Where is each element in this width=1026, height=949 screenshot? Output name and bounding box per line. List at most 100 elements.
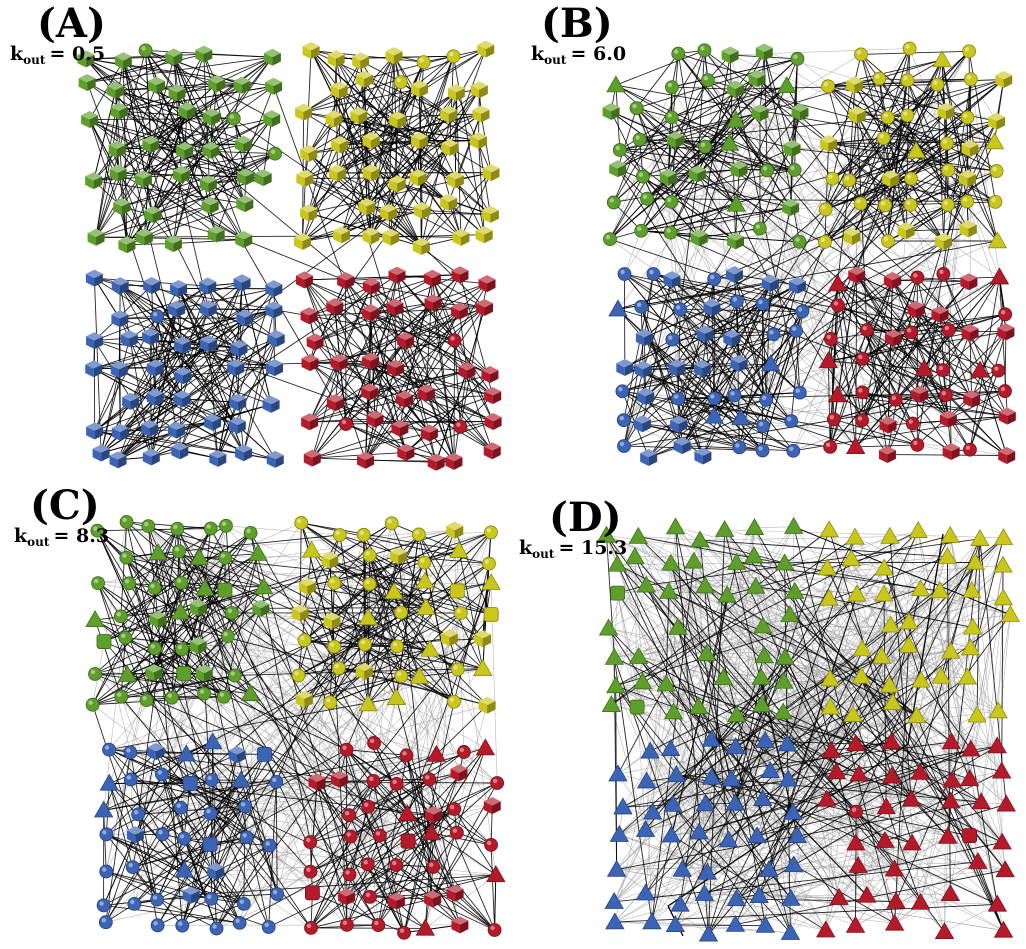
edge (334, 531, 492, 584)
edge (829, 678, 1003, 843)
#c9c71b-node-triangle (851, 666, 872, 684)
#5e9e2a-node-cube (207, 225, 225, 243)
edge (892, 279, 969, 283)
edge (371, 140, 450, 148)
edge (681, 330, 797, 446)
edge (106, 833, 245, 905)
#5e9e2a-node-circle (88, 667, 102, 681)
edge (881, 565, 1004, 657)
edge (235, 367, 245, 453)
#c9c71b-node-triangle (906, 141, 926, 159)
edge (891, 535, 951, 777)
#3b64b6-node-cube (761, 274, 779, 292)
#5e9e2a-node-triangle (656, 674, 676, 692)
edge (181, 844, 211, 926)
edge (369, 555, 420, 677)
edge (224, 557, 247, 838)
#c9c71b-node-cube (321, 551, 339, 569)
edge (93, 361, 340, 370)
#5e9e2a-node-circle (90, 523, 105, 538)
#c9c71b-node-triangle (908, 521, 928, 538)
#b51a2b-node-circle (367, 736, 381, 750)
#b51a2b-node-circle (963, 442, 977, 457)
edge (300, 522, 483, 640)
edge (428, 779, 456, 894)
#5e9e2a-node-square (96, 634, 112, 649)
#3b64b6-node-cube (235, 444, 253, 462)
edge (329, 559, 483, 640)
#c9c71b-node-cube (355, 662, 373, 680)
edge (334, 590, 458, 648)
#3b64b6-node-cube (635, 329, 653, 347)
edge (611, 704, 646, 830)
#b51a2b-node-triangle (901, 789, 922, 807)
#5e9e2a-node-circle (170, 521, 185, 536)
#c9c71b-node-circle (900, 73, 915, 88)
#c9c71b-node-circle (941, 163, 956, 178)
edge (373, 697, 397, 781)
#b51a2b-node-circle (397, 925, 411, 940)
edge (860, 111, 947, 204)
edge (679, 563, 785, 905)
#3b64b6-node-circle (269, 775, 284, 789)
edge (682, 390, 1006, 447)
#3b64b6-node-cube (209, 449, 227, 467)
#b51a2b-node-circle (342, 808, 357, 823)
edge (365, 398, 405, 461)
edge (908, 597, 1004, 646)
edge (276, 747, 486, 783)
edge (121, 206, 217, 235)
#c9c71b-node-circle (393, 75, 408, 90)
edge (866, 329, 1006, 333)
edge (312, 457, 437, 463)
edge (177, 525, 227, 530)
edge (636, 53, 679, 109)
#b51a2b-node-circle (361, 799, 376, 814)
edge (643, 369, 763, 451)
#3b64b6-node-circle (204, 891, 219, 906)
edge (215, 754, 265, 872)
edge (316, 781, 371, 898)
edge (157, 315, 240, 349)
#c9c71b-node-circle (988, 195, 1003, 209)
edge (421, 202, 450, 247)
#5e9e2a-node-cube (727, 232, 745, 250)
#5e9e2a-node-circle (118, 630, 133, 645)
edge (129, 338, 213, 423)
edge (697, 173, 893, 281)
edge (87, 53, 204, 83)
edge (407, 840, 461, 926)
edge (370, 360, 437, 463)
edge (171, 675, 235, 699)
#c9c71b-node-cube (961, 139, 979, 157)
edge (396, 697, 486, 749)
edge (369, 274, 398, 393)
edge (299, 612, 369, 705)
#b51a2b-node-cube (451, 266, 469, 284)
#b51a2b-node-circle (360, 857, 375, 872)
#b51a2b-node-circle (910, 270, 925, 285)
edge (122, 60, 152, 145)
#3b64b6-node-cube (110, 361, 128, 379)
edge (100, 375, 184, 454)
edge (428, 779, 496, 931)
edge (401, 675, 455, 703)
edge (108, 749, 211, 845)
edge (856, 274, 925, 370)
#c9c71b-node-circle (327, 576, 342, 590)
#3b64b6-node-cube (637, 387, 655, 405)
#b51a2b-node-triangle (959, 769, 980, 787)
#b51a2b-node-cube (427, 453, 445, 471)
#c9c71b-node-triangle (847, 584, 867, 602)
#b51a2b-node-triangle (875, 830, 895, 848)
edge (135, 834, 212, 900)
#5e9e2a-node-cube (145, 664, 163, 682)
#3b64b6-node-triangle (176, 744, 197, 762)
edge (103, 752, 131, 811)
edge (370, 92, 457, 141)
edge (671, 621, 910, 836)
edge (103, 523, 392, 811)
#3b64b6-node-triangle (753, 789, 773, 806)
#5e9e2a-node-cube (168, 84, 186, 102)
#3b64b6-node-cube (126, 826, 144, 844)
